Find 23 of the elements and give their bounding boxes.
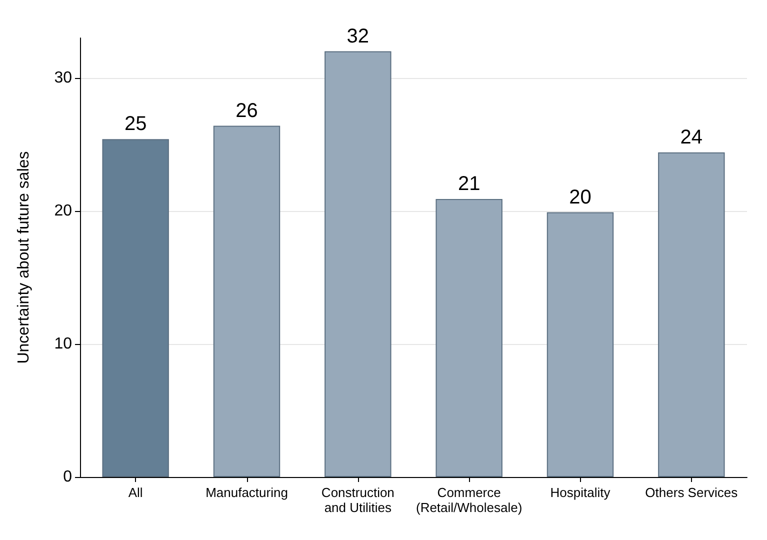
data-label: 20 (569, 186, 592, 208)
data-label: 32 (346, 25, 370, 48)
x-tick-label: All (128, 485, 143, 500)
x-tick-label: Construction and Utilities (321, 485, 394, 515)
x-tick-label: Others Services (645, 485, 738, 500)
bar (658, 152, 725, 477)
y-axis-title: Uncertainty about future sales (16, 151, 32, 364)
bar (546, 212, 614, 477)
y-tick-label: 20 (54, 202, 72, 220)
bar (436, 198, 502, 477)
y-tick-label: 30 (54, 69, 72, 86)
bar (102, 139, 169, 477)
y-tick-label: 0 (63, 468, 72, 486)
x-tick-label: Commerce (Retail/Wholesale) (416, 485, 522, 515)
data-label: 26 (236, 100, 258, 122)
x-tick-label: Hospitality (550, 485, 611, 500)
bar (324, 51, 392, 477)
y-tick-label: 10 (54, 335, 72, 352)
data-label: 25 (124, 113, 147, 136)
bar (213, 126, 280, 477)
x-tick-label: Manufacturing (206, 485, 288, 500)
data-label: 24 (680, 126, 703, 148)
data-label: 21 (458, 172, 480, 195)
